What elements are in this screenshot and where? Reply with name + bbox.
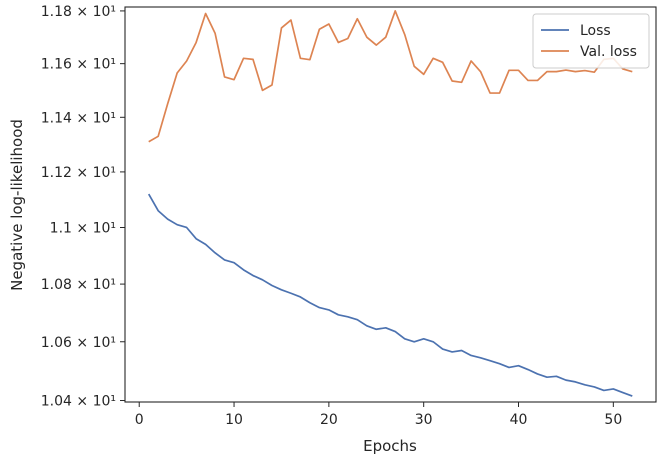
plot-frame <box>124 6 657 403</box>
x-tick-label: 20 <box>320 412 338 428</box>
legend-loss-label: Loss <box>580 23 611 39</box>
x-tick-label: 0 <box>135 412 144 428</box>
y-tick-label: 1.14 × 10¹ <box>41 110 116 126</box>
x-axis-label: Epochs <box>363 437 417 455</box>
x-tick-label: 50 <box>604 412 622 428</box>
y-tick-label: 1.1 × 10¹ <box>50 220 116 236</box>
y-tick-label: 1.08 × 10¹ <box>41 277 116 293</box>
y-tick-label: 1.04 × 10¹ <box>41 394 116 410</box>
x-tick-label: 10 <box>225 412 243 428</box>
x-axis-ticks: 0 10 20 30 40 50 <box>135 402 622 428</box>
y-tick-label: 1.16 × 10¹ <box>41 57 116 73</box>
x-tick-label: 40 <box>510 412 528 428</box>
x-tick-label: 30 <box>415 412 433 428</box>
series-line-0 <box>147 193 633 397</box>
legend-box <box>532 13 650 69</box>
y-tick-label: 1.12 × 10¹ <box>41 165 116 181</box>
legend-val-loss-label: Val. loss <box>580 44 637 60</box>
y-tick-label: 1.06 × 10¹ <box>41 335 116 351</box>
y-axis-label: Negative log-likelihood <box>8 119 26 291</box>
legend: Loss Val. loss <box>532 13 650 69</box>
y-axis-ticks: 1.04 × 10¹ 1.06 × 10¹ 1.08 × 10¹ 1.1 × 10¹ 1… <box>41 4 125 410</box>
series-line-1 <box>148 10 633 143</box>
series-lines <box>147 10 633 397</box>
y-tick-label: 1.18 × 10¹ <box>41 4 116 20</box>
